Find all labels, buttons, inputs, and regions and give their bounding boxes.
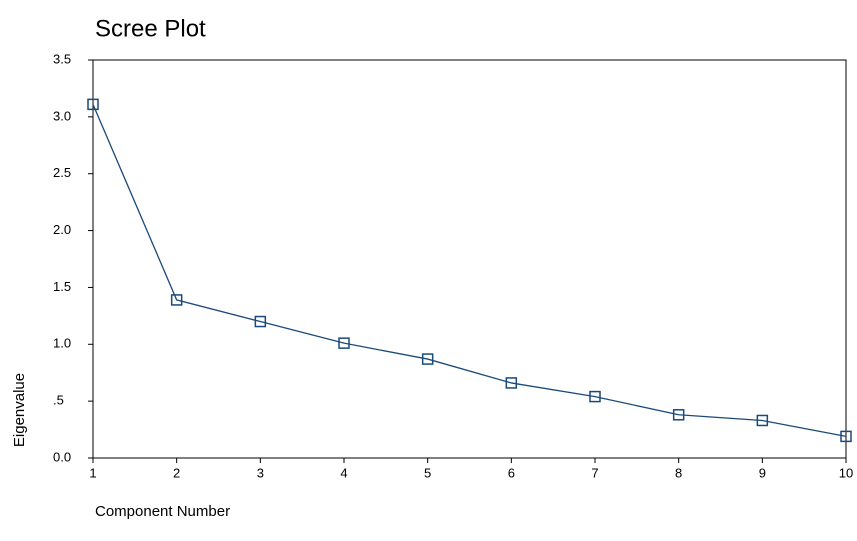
x-tick-label: 6: [508, 465, 515, 480]
x-tick-label: 4: [340, 465, 347, 480]
y-tick-label: 2.5: [53, 165, 71, 180]
point-marker: [170, 294, 183, 306]
line: [92, 104, 847, 438]
x-tick-label: 2: [173, 465, 180, 480]
point-marker: [338, 337, 350, 349]
y-axis-label: Eigenvalue: [11, 373, 28, 447]
y-tick-label: .5: [53, 393, 64, 408]
plot-frame: [92, 59, 847, 459]
point-marker: [421, 353, 434, 365]
point-marker: [589, 390, 601, 403]
x-tick-label: 1: [89, 465, 96, 480]
y-tick-label: 3.5: [53, 51, 71, 66]
point-marker: [505, 377, 518, 389]
x-tick-label: 5: [424, 465, 431, 480]
point-marker: [840, 430, 852, 443]
x-tick-label: 9: [759, 465, 766, 480]
y-tick-label: 3.0: [53, 108, 71, 123]
point-marker: [672, 409, 685, 421]
y-tick-label: 1.5: [53, 279, 71, 294]
y-tick-label: 1.0: [53, 336, 71, 351]
x-tick-label: 3: [257, 465, 264, 480]
x-tick-label: 8: [675, 465, 682, 480]
y-tick-label: 0.0: [53, 449, 71, 464]
y-tick-label: 2.0: [53, 222, 71, 237]
x-tick-label: 7: [591, 465, 598, 480]
chart-title: Scree Plot: [95, 15, 206, 42]
point-marker: [254, 315, 267, 328]
x-axis-label: Component Number: [95, 503, 230, 520]
x-tick-label: 10: [839, 465, 853, 480]
point-marker: [756, 414, 769, 427]
point-marker: [87, 98, 99, 111]
